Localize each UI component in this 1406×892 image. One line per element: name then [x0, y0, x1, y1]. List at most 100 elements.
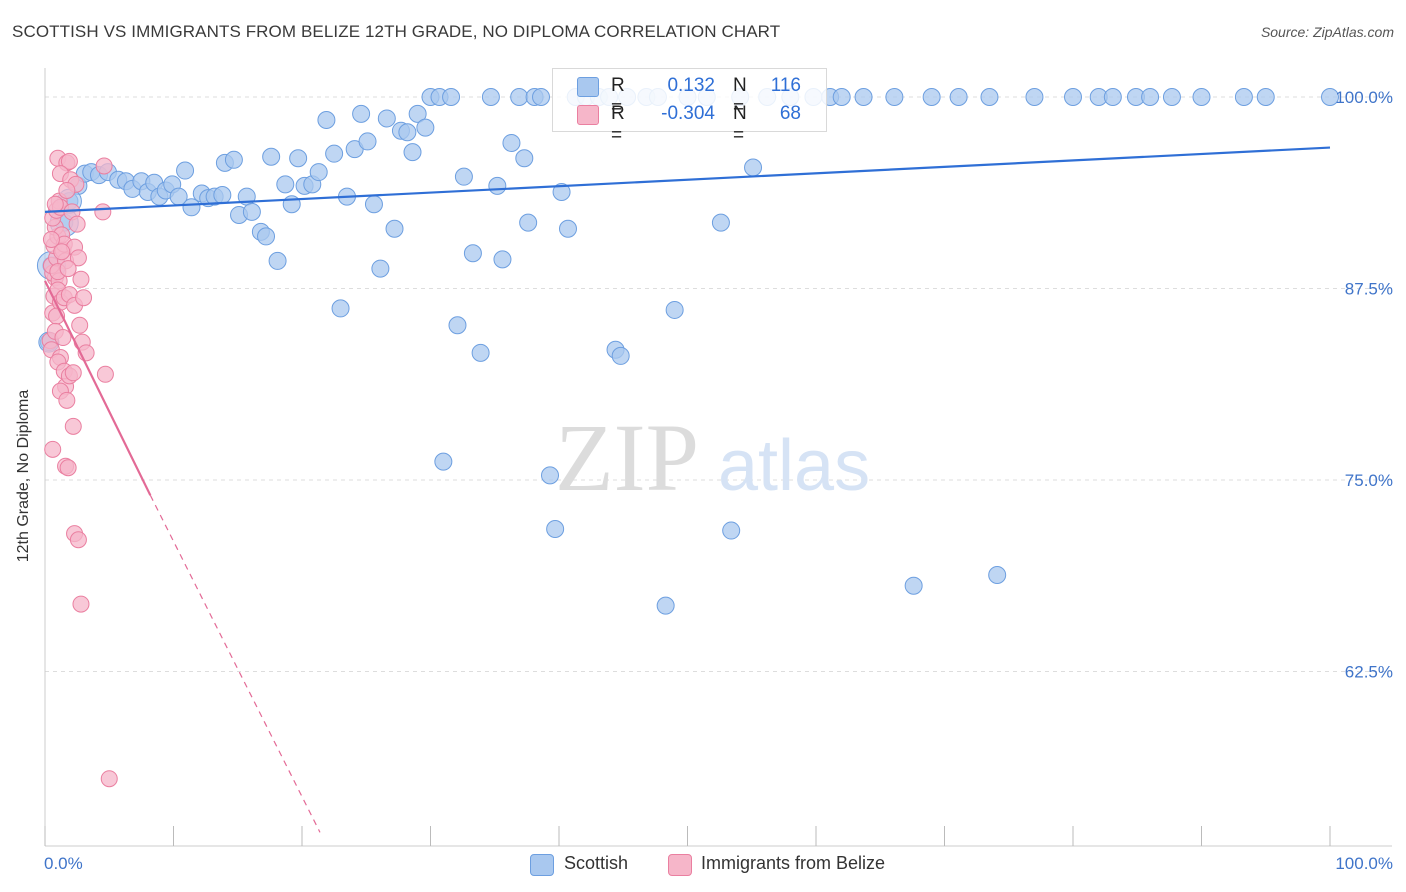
belize-points: [41, 149, 118, 788]
legend-n-value: 116: [770, 75, 801, 96]
data-point-scottish: [832, 88, 851, 106]
data-point-scottish: [558, 219, 577, 238]
legend-swatch-belize: [577, 105, 599, 125]
watermark: ZIP atlas: [555, 404, 870, 511]
data-point-scottish: [744, 158, 763, 177]
data-point-scottish: [454, 167, 473, 186]
data-point-belize: [72, 595, 90, 613]
data-point-scottish: [722, 521, 741, 540]
data-point-scottish: [1141, 88, 1160, 106]
legend-n-label: N =: [733, 75, 747, 118]
data-point-scottish: [546, 520, 565, 539]
bottom-legend-label-belize: Immigrants from Belize: [701, 853, 886, 873]
data-point-belize: [64, 417, 82, 435]
bottom-legend-swatch-belize: [668, 854, 692, 876]
trend-line-scottish: [44, 146, 1331, 213]
data-point-belize: [60, 152, 78, 170]
data-point-belize: [68, 215, 86, 233]
data-point-scottish: [463, 244, 482, 263]
trend-lines: [44, 146, 1331, 833]
data-point-scottish: [268, 251, 287, 270]
data-point-scottish: [904, 576, 923, 595]
data-point-scottish: [1025, 88, 1044, 106]
data-point-scottish: [854, 88, 873, 106]
data-point-scottish: [224, 150, 243, 169]
bottom-legend-label-scottish: Scottish: [564, 853, 629, 873]
legend-n-value: 68: [779, 103, 801, 124]
data-point-scottish: [471, 343, 490, 362]
watermark-zip: ZIP: [555, 404, 699, 511]
y-tick-labels: 100.0% 87.5% 75.0% 62.5%: [1335, 88, 1393, 682]
watermark-atlas: atlas: [718, 426, 870, 506]
data-point-scottish: [665, 300, 684, 319]
data-point-scottish: [262, 147, 281, 166]
y-tick-label: 87.5%: [1345, 280, 1393, 299]
y-tick-label: 100.0%: [1335, 88, 1393, 107]
scottish-points: [36, 88, 1339, 615]
data-point-scottish: [276, 175, 295, 194]
data-point-scottish: [711, 213, 730, 232]
legend-n-label: N =: [733, 103, 747, 146]
data-point-scottish: [317, 110, 336, 129]
data-point-belize: [96, 365, 114, 383]
y-tick-label: 75.0%: [1345, 471, 1393, 490]
data-point-belize: [59, 459, 77, 477]
x-tick-label: 0.0%: [44, 854, 83, 873]
data-point-belize: [44, 440, 62, 458]
legend-r-label: R =: [611, 75, 625, 118]
data-point-belize: [58, 181, 76, 199]
grid-lines: [45, 96, 1392, 672]
data-point-scottish: [331, 299, 350, 318]
data-point-scottish: [481, 88, 500, 106]
data-point-scottish: [922, 88, 941, 106]
data-point-belize: [42, 230, 60, 248]
data-point-scottish: [519, 213, 538, 232]
data-point-scottish: [371, 259, 390, 278]
data-point-scottish: [448, 316, 467, 335]
data-point-scottish: [532, 88, 551, 106]
bottom-legend-swatch-scottish: [530, 854, 554, 876]
data-point-scottish: [1321, 88, 1339, 106]
data-point-scottish: [416, 118, 435, 137]
data-point-belize: [94, 203, 112, 221]
data-point-belize: [59, 260, 77, 278]
data-point-belize: [64, 364, 82, 382]
data-point-scottish: [493, 250, 512, 269]
data-point-scottish: [364, 195, 383, 214]
axes: [44, 68, 1392, 847]
data-point-scottish: [1234, 88, 1253, 106]
legend-r-value: 0.132: [667, 75, 715, 96]
data-point-scottish: [1256, 88, 1275, 106]
data-point-scottish: [434, 452, 453, 471]
y-axis-label: 12th Grade, No Diploma: [15, 390, 33, 563]
data-point-scottish: [515, 149, 534, 168]
data-point-scottish: [398, 123, 417, 142]
data-point-scottish: [611, 346, 630, 365]
data-point-belize: [58, 391, 76, 409]
data-point-scottish: [182, 198, 201, 217]
data-point-scottish: [325, 144, 344, 163]
data-point-scottish: [1162, 88, 1181, 106]
data-point-scottish: [541, 466, 560, 485]
data-point-scottish: [377, 109, 396, 128]
data-point-scottish: [289, 149, 308, 168]
data-point-scottish: [1103, 88, 1122, 106]
data-point-scottish: [502, 133, 521, 152]
trend-line-belize: [44, 280, 152, 496]
data-point-scottish: [885, 88, 904, 106]
x-tick-labels: 0.0% 100.0%: [44, 854, 1393, 873]
data-point-belize: [72, 270, 90, 288]
x-tick-label: 100.0%: [1335, 854, 1393, 873]
data-point-scottish: [385, 219, 404, 238]
legend-r-value: -0.304: [661, 103, 715, 124]
data-point-scottish: [213, 186, 232, 205]
data-point-scottish: [552, 182, 571, 201]
data-point-scottish: [309, 163, 328, 182]
data-point-belize: [46, 195, 64, 213]
chart-source: Source: ZipAtlas.com: [1260, 24, 1394, 40]
data-point-scottish: [949, 88, 968, 106]
data-point-belize: [53, 243, 71, 261]
data-point-belize: [69, 249, 87, 267]
correlation-legend: R = 0.132 N = 116 R = -0.304 N = 68: [552, 68, 827, 146]
